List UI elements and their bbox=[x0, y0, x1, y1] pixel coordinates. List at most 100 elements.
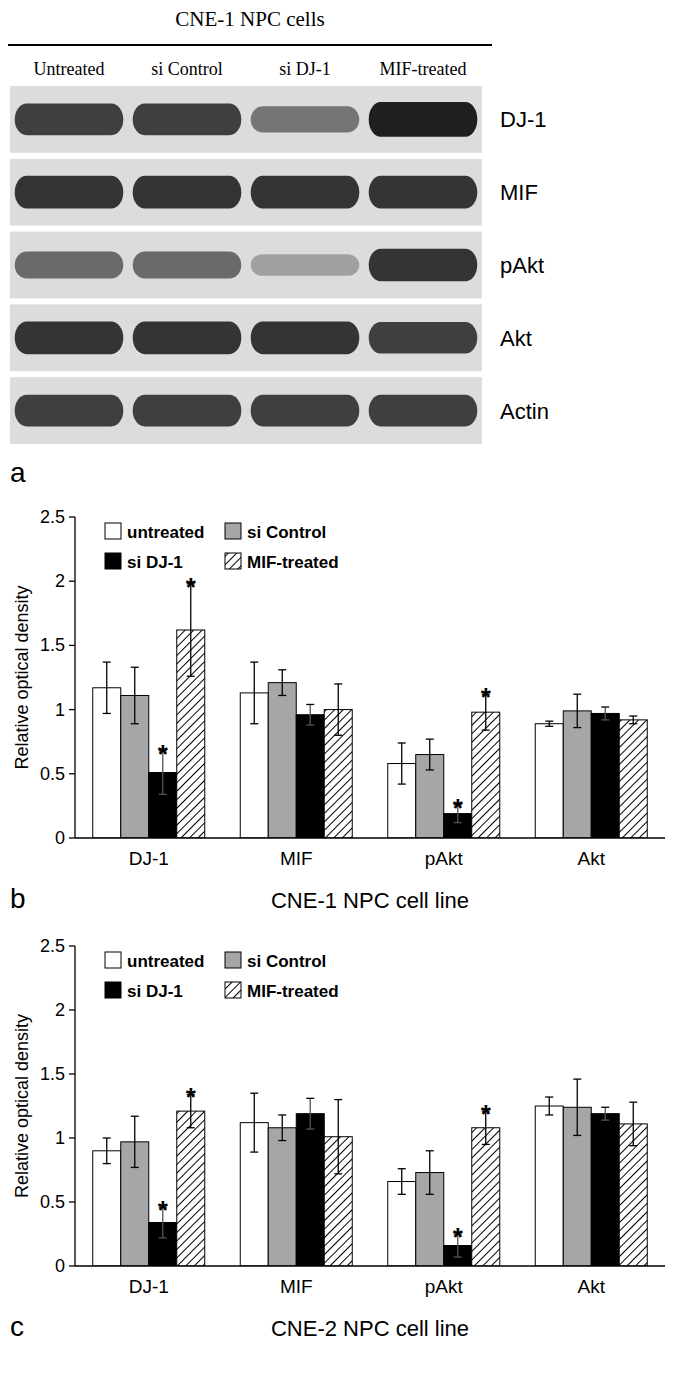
error-stem bbox=[401, 1169, 402, 1195]
error-stem bbox=[310, 1098, 311, 1129]
bar bbox=[268, 1128, 296, 1266]
panel-letter: b bbox=[10, 883, 26, 914]
error-stem bbox=[134, 1116, 135, 1167]
error-stem bbox=[106, 662, 107, 713]
panel-letter: a bbox=[10, 457, 26, 488]
figure: CNE-1 NPC cellsUntreatedsi Controlsi DJ-… bbox=[0, 0, 692, 1398]
legend-label: si DJ-1 bbox=[127, 553, 183, 572]
band bbox=[369, 322, 478, 354]
error-bar bbox=[278, 1115, 286, 1141]
error-bar bbox=[398, 1169, 406, 1195]
y-tick-label: 2 bbox=[55, 571, 65, 591]
band bbox=[251, 106, 360, 132]
y-axis bbox=[74, 517, 75, 838]
error-cap bbox=[573, 1078, 581, 1079]
row-label: MIF bbox=[500, 180, 538, 205]
error-stem bbox=[633, 716, 634, 724]
band bbox=[133, 321, 242, 354]
error-bar bbox=[103, 662, 111, 713]
blot-strip bbox=[10, 304, 482, 371]
x-tick-label: DJ-1 bbox=[129, 848, 169, 869]
band bbox=[251, 254, 360, 276]
error-cap bbox=[131, 1116, 139, 1117]
y-tick-label: 1 bbox=[55, 700, 65, 720]
error-cap bbox=[103, 1137, 111, 1138]
error-cap bbox=[545, 1096, 553, 1097]
marks bbox=[93, 584, 648, 838]
error-bar bbox=[426, 1151, 434, 1195]
band bbox=[369, 249, 478, 282]
blot-strip bbox=[10, 86, 482, 153]
y-tick-label: 0 bbox=[55, 828, 65, 848]
error-stem bbox=[633, 1102, 634, 1146]
y-tick bbox=[69, 581, 75, 582]
y-axis-title: Relative optical density bbox=[12, 585, 32, 769]
error-bar bbox=[250, 662, 258, 724]
error-cap bbox=[601, 706, 609, 707]
bar bbox=[563, 711, 591, 838]
legend-label: untreated bbox=[127, 952, 204, 971]
error-bar bbox=[103, 1138, 111, 1164]
blot-strip bbox=[10, 159, 482, 226]
error-cap bbox=[426, 738, 434, 739]
bar bbox=[619, 720, 647, 838]
band bbox=[251, 395, 360, 427]
bar bbox=[472, 712, 500, 838]
x-axis bbox=[75, 837, 665, 838]
error-cap bbox=[426, 1194, 434, 1195]
legend-label: si DJ-1 bbox=[127, 982, 183, 1001]
error-cap bbox=[629, 723, 637, 724]
title-rule bbox=[8, 44, 492, 46]
error-cap bbox=[398, 742, 406, 743]
error-bar bbox=[601, 707, 609, 720]
bar bbox=[177, 1111, 205, 1266]
significance-star: * bbox=[481, 682, 492, 712]
significance-star: * bbox=[453, 793, 464, 823]
error-cap bbox=[334, 1173, 342, 1174]
band bbox=[15, 176, 124, 209]
error-cap bbox=[601, 1107, 609, 1108]
error-bar bbox=[131, 667, 139, 723]
error-stem bbox=[401, 743, 402, 784]
error-stem bbox=[310, 704, 311, 725]
error-stem bbox=[282, 670, 283, 696]
panel-letter: c bbox=[10, 1311, 24, 1342]
error-cap bbox=[426, 769, 434, 770]
error-cap bbox=[454, 1256, 462, 1257]
error-cap bbox=[250, 723, 258, 724]
y-tick-label: 1.5 bbox=[40, 1064, 65, 1084]
error-cap bbox=[601, 1119, 609, 1120]
y-tick bbox=[69, 1201, 75, 1202]
x-tick-label: Akt bbox=[578, 848, 606, 869]
y-tick bbox=[69, 773, 75, 774]
significance-star: * bbox=[481, 1099, 492, 1129]
error-cap bbox=[131, 1167, 139, 1168]
error-cap bbox=[103, 1163, 111, 1164]
error-cap bbox=[306, 1098, 314, 1099]
row-label: pAkt bbox=[500, 253, 544, 278]
legend-swatch bbox=[105, 523, 121, 539]
error-cap bbox=[159, 794, 167, 795]
error-cap bbox=[250, 1151, 258, 1152]
y-tick bbox=[69, 709, 75, 710]
band bbox=[369, 176, 478, 209]
error-bar bbox=[629, 1102, 637, 1146]
error-bar bbox=[573, 694, 581, 727]
x-axis-title: CNE-2 NPC cell line bbox=[271, 1316, 469, 1341]
bar bbox=[535, 724, 563, 838]
error-bar bbox=[545, 721, 553, 726]
legend-swatch bbox=[105, 553, 121, 569]
x-tick-label: MIF bbox=[280, 848, 313, 869]
error-bar bbox=[545, 1097, 553, 1115]
error-stem bbox=[549, 721, 550, 726]
blot-title: CNE-1 NPC cells bbox=[175, 7, 324, 31]
error-bar bbox=[306, 1098, 314, 1129]
y-tick bbox=[69, 1073, 75, 1074]
error-cap bbox=[250, 1093, 258, 1094]
x-tick-label: DJ-1 bbox=[129, 1276, 169, 1297]
error-cap bbox=[103, 661, 111, 662]
error-stem bbox=[429, 739, 430, 770]
band bbox=[369, 102, 478, 137]
legend-swatch bbox=[225, 523, 241, 539]
chart: 00.511.522.5DJ-1MIFpAktAktRelative optic… bbox=[10, 936, 665, 1342]
